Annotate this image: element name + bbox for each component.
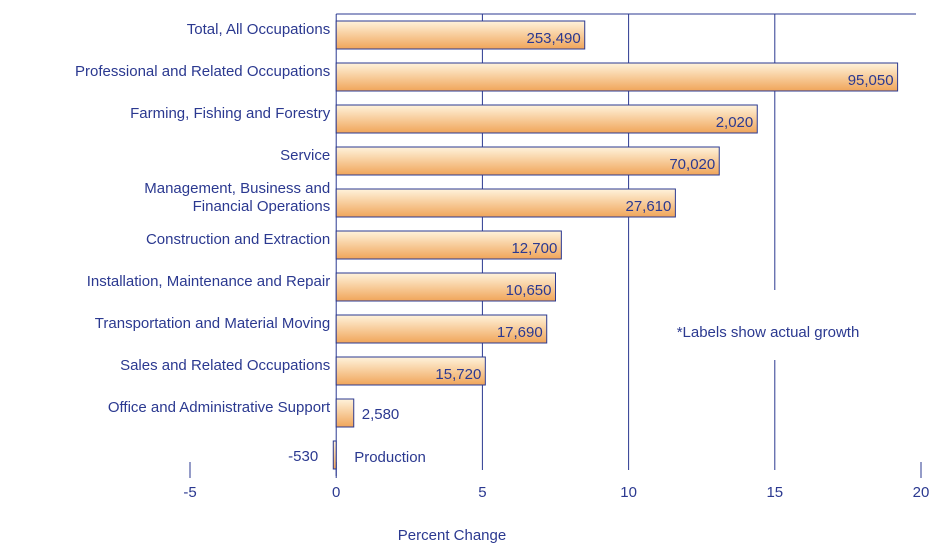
growth-label: 253,490: [527, 30, 581, 47]
x-tick-label: 10: [620, 484, 637, 501]
category-label: Construction and Extraction: [145, 231, 331, 248]
x-tick-label: 5: [478, 484, 486, 501]
category-label: Professional and Related Occupations: [75, 63, 331, 80]
growth-label: 70,020: [669, 156, 715, 173]
category-label: Production: [354, 449, 426, 466]
growth-label: 2,580: [362, 406, 400, 423]
x-tick-label: 15: [766, 484, 783, 501]
category-label: Farming, Fishing and Forestry: [130, 105, 331, 122]
bar: [335, 230, 562, 260]
category-label: Transportation and Material Moving: [94, 315, 331, 332]
category-label: Sales and Related Occupations: [120, 357, 331, 374]
growth-label: 10,650: [506, 282, 552, 299]
bar: [335, 356, 486, 386]
growth-label: 95,050: [848, 72, 894, 89]
bar: [335, 146, 720, 176]
growth-label: 17,690: [497, 324, 543, 341]
bar: [335, 20, 586, 50]
category-label: Total, All Occupations: [186, 21, 331, 38]
bar: [335, 62, 899, 92]
bar: [335, 272, 557, 302]
x-tick-label: 0: [332, 484, 340, 501]
bar: [332, 440, 337, 470]
x-tick-label: -5: [183, 484, 196, 501]
growth-label: 15,720: [435, 366, 481, 383]
annotation: *Labels show actual growth: [677, 324, 860, 341]
category-label: Installation, Maintenance and Repair: [86, 273, 331, 290]
growth-label: 12,700: [511, 240, 557, 257]
category-label: Management, Business and Financial Opera…: [144, 180, 331, 215]
bar: [335, 188, 676, 218]
category-label: Office and Administrative Support: [107, 399, 331, 416]
bar: [335, 104, 758, 134]
annotation-bg: [650, 290, 890, 360]
category-label: Service: [280, 147, 331, 164]
bar: [335, 314, 548, 344]
x-tick-label: 20: [913, 484, 930, 501]
growth-label: -530: [288, 448, 318, 465]
x-axis-label: Percent Change: [398, 527, 506, 544]
growth-label: 27,610: [625, 198, 671, 215]
bar: [335, 398, 355, 428]
growth-label: 2,020: [716, 114, 754, 131]
